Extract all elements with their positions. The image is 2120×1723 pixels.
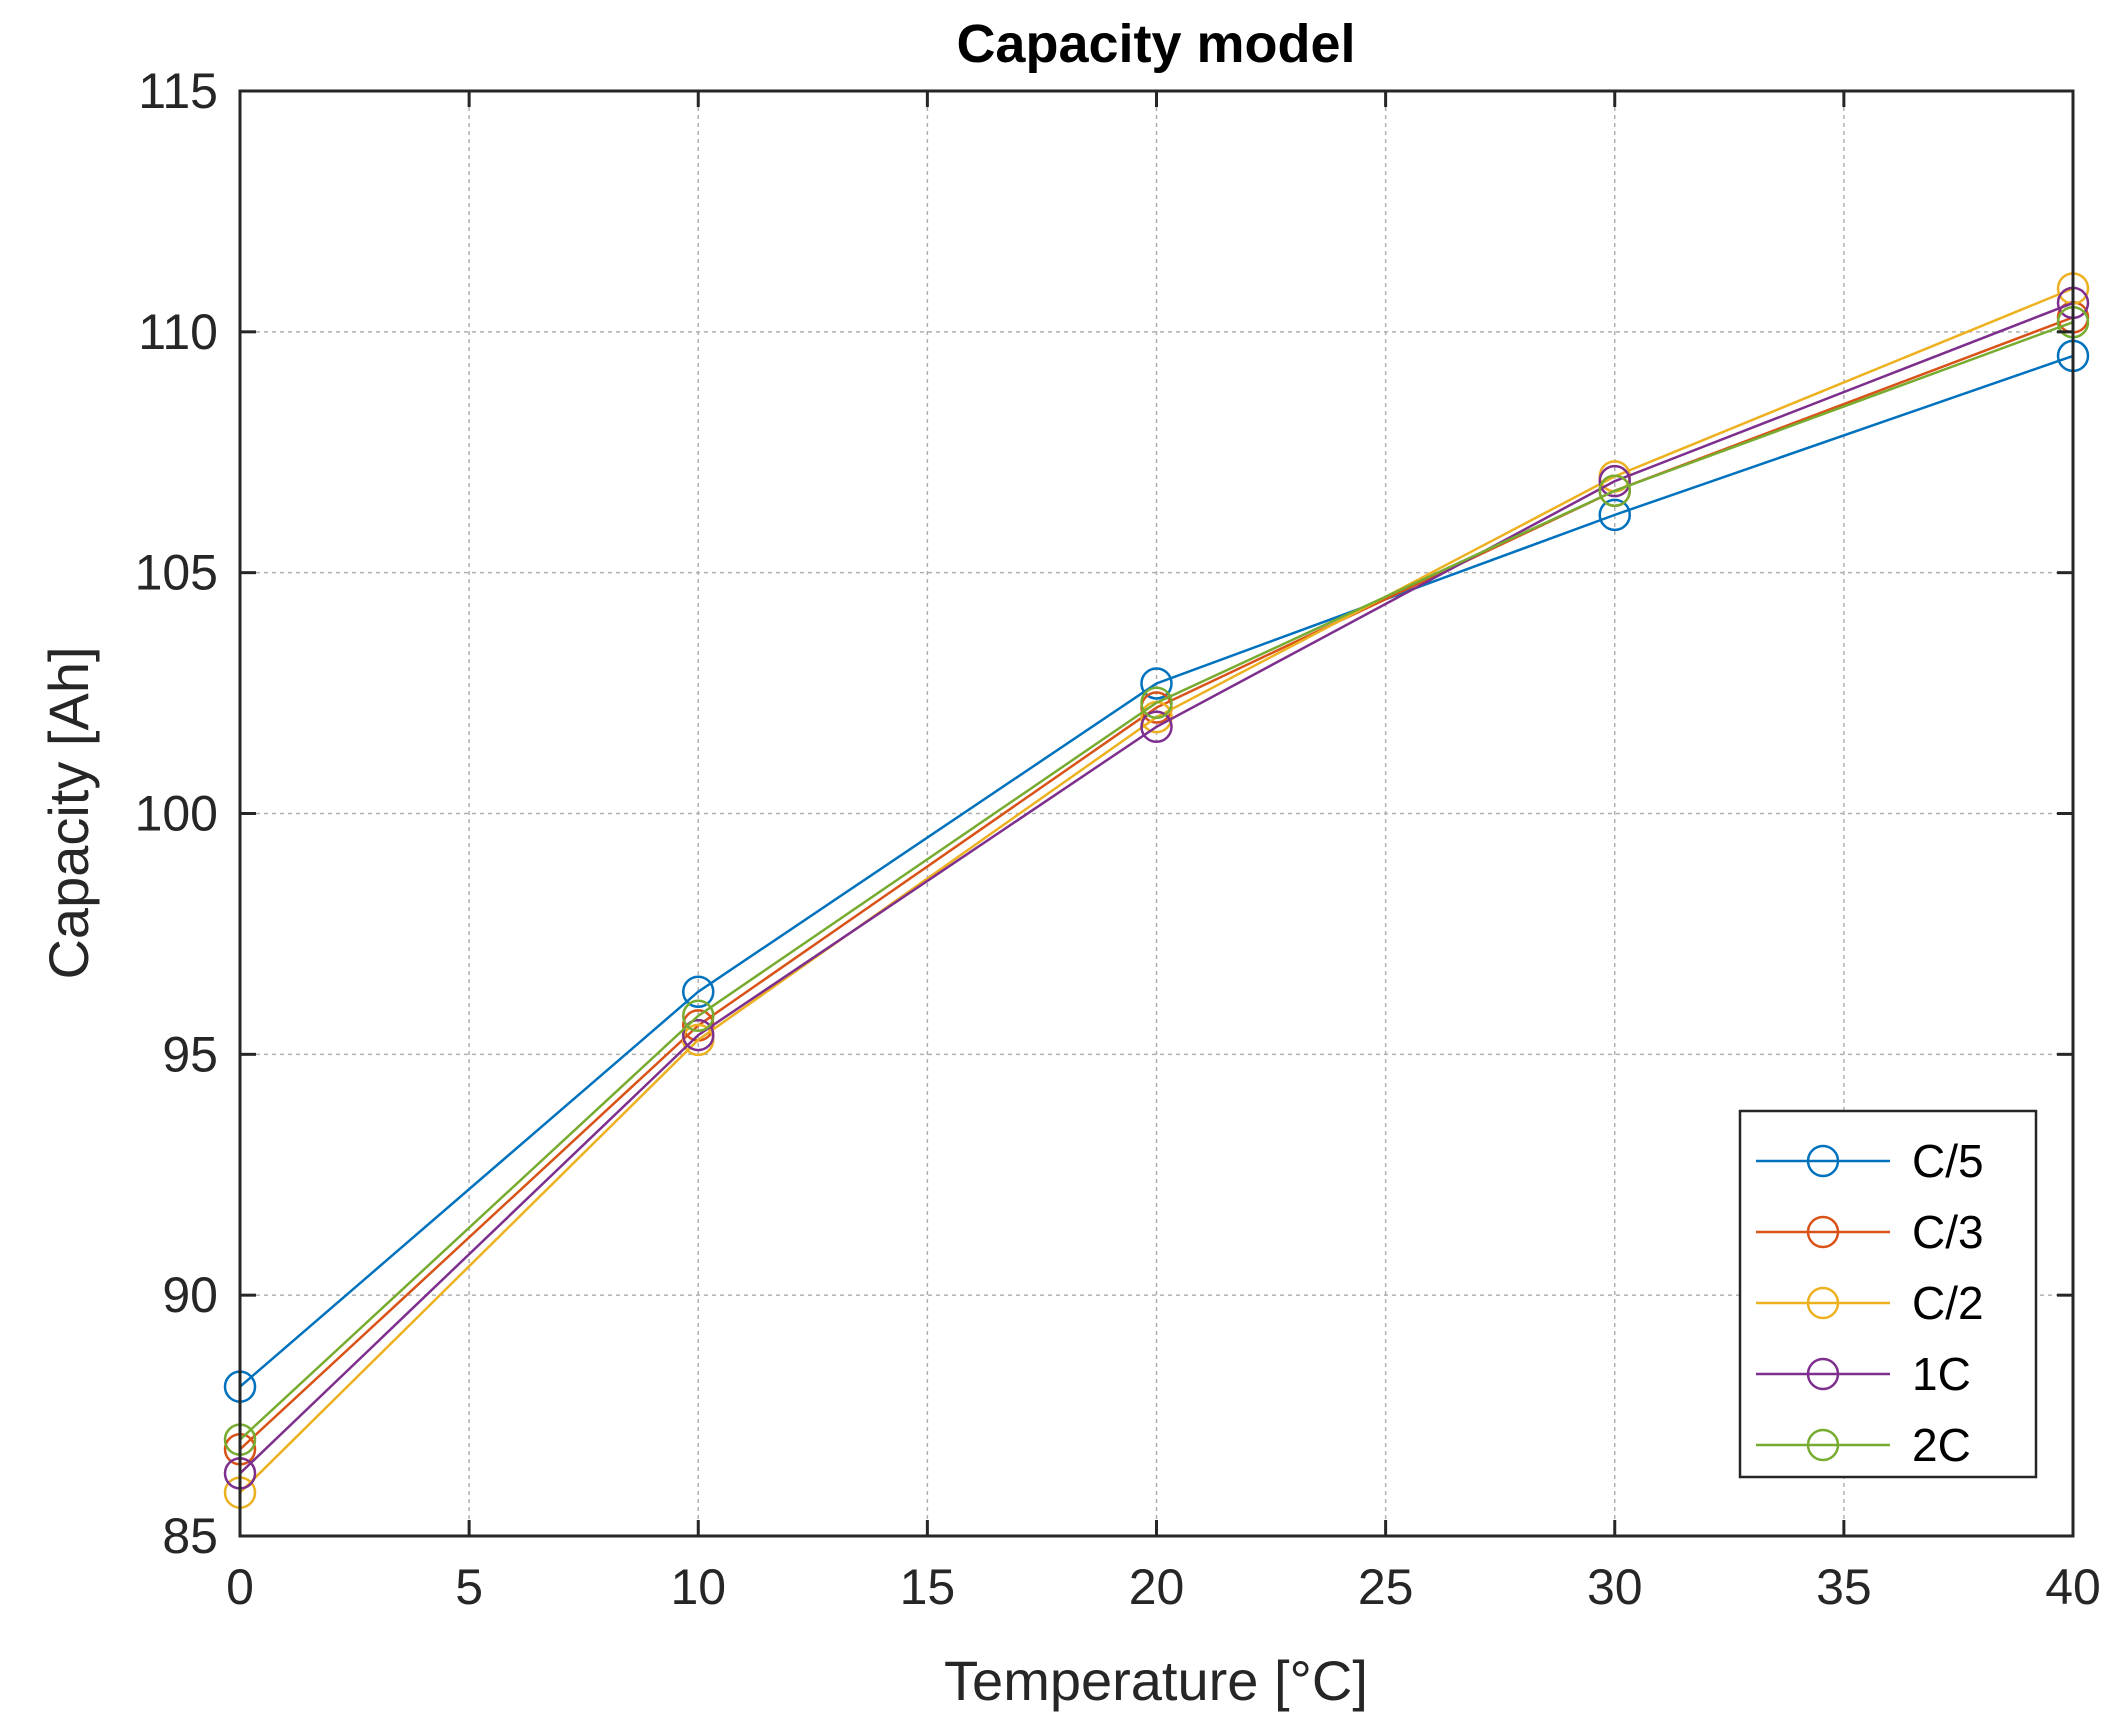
y-tick-label: 85 <box>162 1508 218 1564</box>
legend-label: C/5 <box>1912 1135 1984 1187</box>
legend: C/5 C/3 C/2 1C 2C <box>1738 1109 2038 1479</box>
legend-label: C/2 <box>1912 1277 1984 1329</box>
data-point <box>682 975 715 1008</box>
series-line <box>239 354 2074 1388</box>
series-layer <box>223 272 2090 1509</box>
data-point <box>682 999 715 1033</box>
series-line <box>239 301 2074 1475</box>
series-line <box>239 321 2074 1441</box>
series-c-5 <box>223 339 2090 1403</box>
legend-marker <box>1806 1215 1840 1249</box>
x-tick-label: 15 <box>900 1559 956 1615</box>
y-tick-label: 110 <box>138 304 218 360</box>
data-point <box>682 1018 715 1052</box>
x-tick-label: 5 <box>455 1559 483 1615</box>
legend-marker <box>1806 1144 1840 1178</box>
legend-entry: 1C <box>1756 1348 1971 1400</box>
legend-marker <box>1806 1357 1840 1391</box>
x-tick-label: 30 <box>1587 1559 1643 1615</box>
data-point <box>1140 710 1173 744</box>
series-1c <box>223 286 2090 1490</box>
legend-label: C/3 <box>1912 1206 1984 1258</box>
legend-box <box>1738 1109 2038 1479</box>
x-tick-label: 20 <box>1129 1559 1185 1615</box>
legend-entry: C/5 <box>1756 1135 1984 1187</box>
data-point <box>1598 498 1631 532</box>
legend-label: 2C <box>1912 1419 1971 1471</box>
y-tick-label: 105 <box>135 545 218 601</box>
y-tick-label: 90 <box>162 1267 218 1323</box>
x-tick-label: 0 <box>226 1559 254 1615</box>
legend-entry: 2C <box>1756 1419 1971 1471</box>
series-line <box>239 316 2074 1451</box>
data-point <box>1140 686 1173 719</box>
x-tick-label: 25 <box>1358 1559 1414 1615</box>
y-tick-label: 100 <box>135 786 218 842</box>
data-point <box>1598 474 1631 508</box>
legend-entry: C/3 <box>1756 1206 1984 1258</box>
ticks <box>238 89 2075 1538</box>
y-axis-label: Capacity [Ah] <box>37 646 100 979</box>
y-tick-label: 115 <box>138 63 218 119</box>
legend-label: 1C <box>1912 1348 1971 1400</box>
data-point <box>1140 667 1173 700</box>
legend-entry: C/2 <box>1756 1277 1984 1329</box>
x-tick-label: 40 <box>2045 1559 2101 1615</box>
chart-title: Capacity model <box>956 14 1355 74</box>
x-axis-label: Temperature [°C] <box>944 1649 1368 1712</box>
y-tick-label: 95 <box>162 1026 218 1082</box>
x-tick-label: 10 <box>670 1559 726 1615</box>
legend-marker <box>1806 1428 1840 1462</box>
data-point <box>1598 464 1631 498</box>
legend-marker <box>1806 1286 1840 1320</box>
grid <box>240 91 2073 1536</box>
x-tick-label: 35 <box>1816 1559 1872 1615</box>
tick-labels: 0 5 10 15 20 25 30 35 40 85 90 95 100 105 110 115 <box>135 63 2101 1615</box>
